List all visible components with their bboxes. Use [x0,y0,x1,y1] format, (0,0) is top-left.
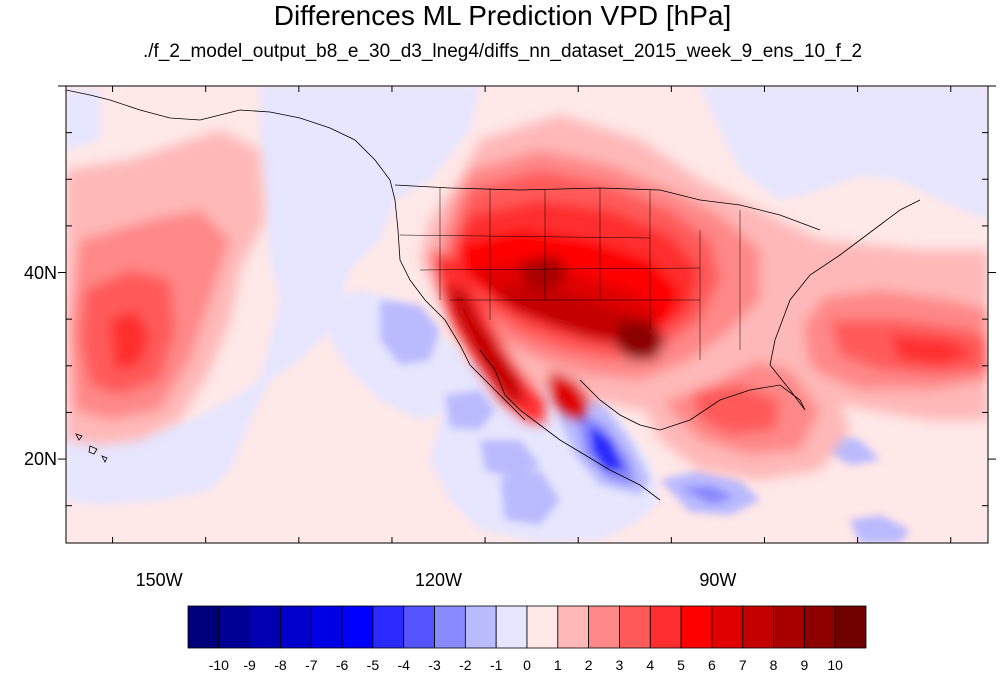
lat-label-20n: 20N [24,449,58,470]
lon-label-120w: 120W [415,570,463,590]
colorbar-label: -7 [305,657,318,673]
colorbar-swatch [310,605,343,649]
colorbar-label: -3 [428,657,441,673]
hawaii-islands [75,433,108,463]
colorbar-label: -9 [243,657,256,673]
colorbar-swatch [187,605,220,649]
colorbar-label: 5 [677,657,685,673]
colorbar-label: -6 [335,657,349,673]
lat-label-40n: 40N [24,262,58,283]
colorbar-swatch [588,605,620,649]
colorbar-label: 7 [738,657,747,673]
colorbar-label: 10 [827,657,843,673]
colorbar-label: 8 [769,657,778,673]
colorbar-swatch [464,605,497,649]
state-borders [399,188,741,360]
lon-label-90w: 90W [699,570,737,590]
colorbar-label: 2 [584,657,593,673]
colorbar-label: -1 [489,657,503,673]
colorbar-swatch [495,605,528,649]
colorbar-swatch [280,605,312,649]
colorbar-swatch [249,605,281,649]
colorbar-label: 4 [646,657,655,673]
colorbar-swatch [773,605,805,649]
lon-label-150w: 150W [135,570,183,590]
colorbar-swatch [680,605,713,649]
colorbar-swatch [742,605,774,649]
colorbar-swatch [803,605,836,649]
map-subtitle: ./f_2_model_output_b8_e_30_d3_lneg4/diff… [142,41,863,62]
negative-anomaly-regions [66,86,988,543]
colorbar-swatch [619,605,651,649]
colorbar-label: -8 [274,657,287,673]
coastlines [66,89,921,501]
colorbar-swatch [434,605,466,649]
colorbar-label: 6 [708,657,716,673]
colorbar-label: -2 [459,657,472,673]
map-title: Differences ML Prediction VPD [hPa] [273,0,732,31]
axis-ticks [58,85,996,543]
colorbar-swatch [526,605,559,649]
colorbar-swatch [341,605,374,649]
colorbar-swatch [218,605,251,649]
colorbar-label: 0 [523,657,531,673]
colorbar-swatch [372,605,405,649]
colorbar-label: 3 [615,657,624,673]
colorbar-label: -4 [397,657,410,673]
colorbar [187,605,867,649]
colorbar-label: -10 [208,657,229,673]
colorbar-label: 1 [553,657,562,673]
colorbar-label: -5 [366,657,380,673]
colorbar-swatch [711,605,744,649]
map-field [66,86,988,543]
colorbar-swatch [403,605,435,649]
colorbar-swatch [834,605,867,649]
colorbar-swatch [649,605,682,649]
colorbar-swatch [557,605,590,649]
map-frame [65,85,989,544]
colorbar-label: 9 [800,657,809,673]
